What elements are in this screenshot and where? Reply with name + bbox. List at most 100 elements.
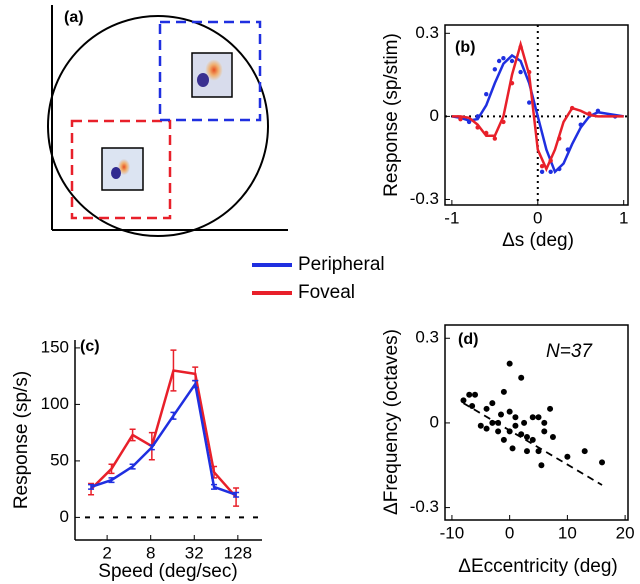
data-point [477,422,484,429]
panel-label: (d) [458,331,478,348]
y-tick-label: 50 [50,450,69,469]
data-point [595,108,601,114]
data-point [541,428,548,435]
y-tick-label: -0.3 [410,189,439,208]
series-line [451,53,624,174]
y-tick-label: 150 [41,337,69,356]
data-point [495,419,502,426]
x-axis-title: ΔEccentricity (deg) [458,556,617,577]
x-tick-label: 20 [616,523,635,542]
x-tick-label: 0 [533,208,542,227]
data-point [509,58,515,64]
data-point [500,388,507,395]
data-point [489,400,496,407]
error-bar [129,428,136,442]
data-point [541,419,548,426]
data-point [506,408,513,415]
data-point [557,136,562,141]
error-bar [211,483,218,490]
data-point [509,445,516,452]
data-point [564,453,571,460]
data-point [518,69,523,75]
data-point [529,436,536,443]
data-point [512,414,519,421]
data-point [484,92,489,97]
data-point [484,130,489,136]
series-line [90,380,237,496]
data-point [587,111,592,116]
y-tick-label: 100 [41,394,69,413]
panel-label: (b) [455,39,475,56]
legend-label: Foveal [298,282,355,303]
panel: -0.3 0 0.3 -1 0 1 Δs (deg) Response (sp/stim) (b… [381,23,629,251]
y-tick-label: 0 [430,106,439,125]
x-tick-label: 32 [185,543,204,562]
data-point [565,147,571,152]
error-bar [170,411,177,420]
data-point [492,67,498,72]
y-tick-label: 0 [430,412,439,431]
peripheral-box [158,20,262,122]
data-point [466,391,473,398]
x-tick-label: 8 [146,543,155,562]
x-axis-title: Δs (deg) [502,230,574,251]
filter-blob [197,73,209,87]
data-point [539,164,545,169]
data-point [557,166,562,172]
data-point [581,448,588,455]
x-tick-label: 10 [558,523,577,542]
error-bar [233,491,240,498]
data-point [549,434,556,441]
data-point [472,391,479,398]
x-tick-label: 1 [619,208,628,227]
data-point [492,136,498,141]
plot-frame [444,324,629,521]
plot-frame [444,24,629,206]
x-axis-title: Speed (deg/sec) [98,561,237,582]
x-tick-label: 2 [102,543,111,562]
panel-label: (a) [64,9,84,26]
error-bar [148,444,155,451]
panel-a: (a) [47,5,288,237]
legend: Peripheral Foveal [252,254,385,303]
data-point [460,397,467,404]
error-bar [192,379,199,389]
data-point [523,448,530,455]
data-point [489,419,496,426]
data-point [495,428,502,435]
x-tick-label: 0 [505,523,514,542]
annotation: N=37 [546,341,593,362]
data-point [526,100,532,105]
data-point [521,419,528,426]
data-point [512,422,519,429]
panel: -0.3 0 0.3 -10 0 10 20 ΔEccentricity (deg) ΔFreq… [381,324,635,577]
receptive-field-circle [47,15,269,237]
series-line [90,369,238,498]
data-point [483,425,490,432]
data-point [535,448,542,455]
data-point [475,114,480,119]
data-point [548,158,553,163]
error-bar [108,477,115,484]
y-tick-label: 0.3 [415,328,439,347]
x-tick-label: 128 [224,543,252,562]
panel-label: (c) [80,338,100,355]
data-point [538,462,545,469]
data-point [523,434,530,441]
data-point [535,414,542,421]
data-point [599,459,606,466]
data-point [501,119,506,125]
y-axis-title: Response (sp/stim) [381,33,402,197]
data-point [548,169,553,174]
error-bar [108,463,115,475]
data-point [518,44,523,50]
x-tick-label: -10 [440,523,465,542]
y-axis-title: Response (sp/s) [11,371,32,509]
data-point [539,169,545,174]
series-line [451,39,624,173]
data-point [475,125,480,130]
data-point [497,411,504,418]
